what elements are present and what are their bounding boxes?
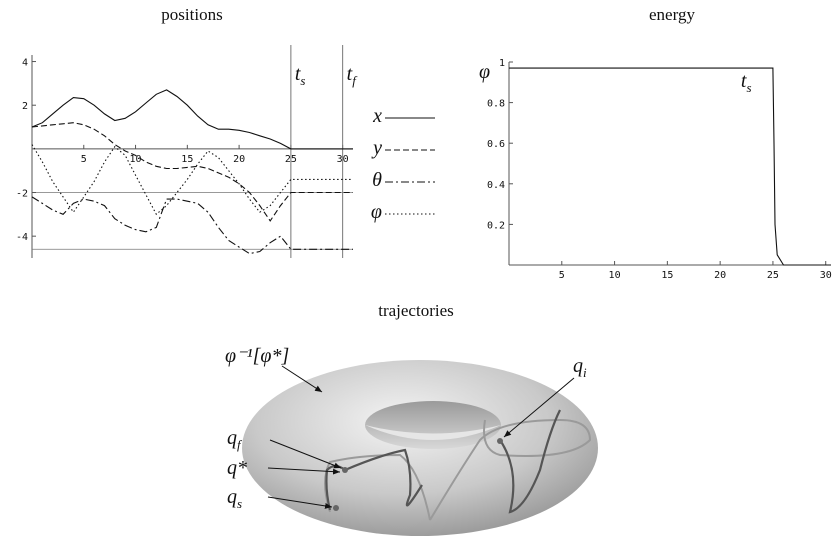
point-label-sub: s bbox=[237, 496, 242, 511]
x-tick-label: 5 bbox=[81, 154, 87, 165]
y-tick-label: 0.4 bbox=[487, 180, 505, 191]
point-label: qi bbox=[573, 355, 587, 380]
marker-label: ts bbox=[741, 70, 752, 95]
y-tick-label: 0.2 bbox=[487, 220, 505, 231]
marker-label-sub: s bbox=[746, 80, 751, 95]
marker-label: tf bbox=[347, 63, 359, 88]
legend-label: φ bbox=[371, 201, 382, 223]
marker-label: ts bbox=[295, 63, 306, 88]
chart-title: positions bbox=[161, 5, 222, 24]
torus bbox=[242, 360, 598, 536]
x-tick-label: 15 bbox=[661, 270, 673, 281]
y-tick-label: 0.8 bbox=[487, 99, 505, 110]
figure: positions51015202530-4-224tstfxyθφenergy… bbox=[0, 0, 833, 537]
x-tick-label: 10 bbox=[609, 270, 621, 281]
series-line bbox=[32, 197, 353, 254]
x-tick-label: 15 bbox=[181, 154, 193, 165]
legend-label: x bbox=[372, 105, 382, 127]
series-line bbox=[509, 68, 831, 265]
legend-label: θ bbox=[372, 169, 382, 191]
y-tick-label: 0.6 bbox=[487, 139, 505, 150]
point-label-base: q bbox=[227, 427, 237, 449]
y-tick-label: 2 bbox=[22, 101, 28, 112]
y-axis-label: φ bbox=[479, 61, 490, 83]
point-label: qs bbox=[227, 486, 242, 511]
point-label-base: q bbox=[573, 355, 583, 377]
chart-title: energy bbox=[649, 5, 695, 24]
surface-label: φ⁻¹[φ*] bbox=[225, 345, 289, 367]
series-line bbox=[32, 90, 353, 149]
y-tick-label: 1 bbox=[499, 58, 505, 69]
point-label-sub: i bbox=[583, 365, 587, 380]
x-tick-label: 20 bbox=[714, 270, 726, 281]
y-tick-label: -2 bbox=[16, 189, 28, 200]
point-label-base: q bbox=[227, 486, 237, 508]
point-label: qf bbox=[227, 427, 243, 452]
legend-label: y bbox=[371, 137, 382, 159]
marker-label-sub: s bbox=[300, 73, 305, 88]
y-tick-label: -4 bbox=[16, 232, 28, 243]
point-label-base: q* bbox=[227, 457, 247, 479]
marker-label-sub: f bbox=[352, 73, 358, 88]
x-tick-label: 5 bbox=[559, 270, 565, 281]
point-label: q* bbox=[227, 457, 247, 479]
y-tick-label: 4 bbox=[22, 58, 28, 69]
x-tick-label: 20 bbox=[233, 154, 245, 165]
x-tick-label: 25 bbox=[767, 270, 779, 281]
illustration-title: trajectories bbox=[378, 301, 454, 320]
x-tick-label: 30 bbox=[820, 270, 832, 281]
